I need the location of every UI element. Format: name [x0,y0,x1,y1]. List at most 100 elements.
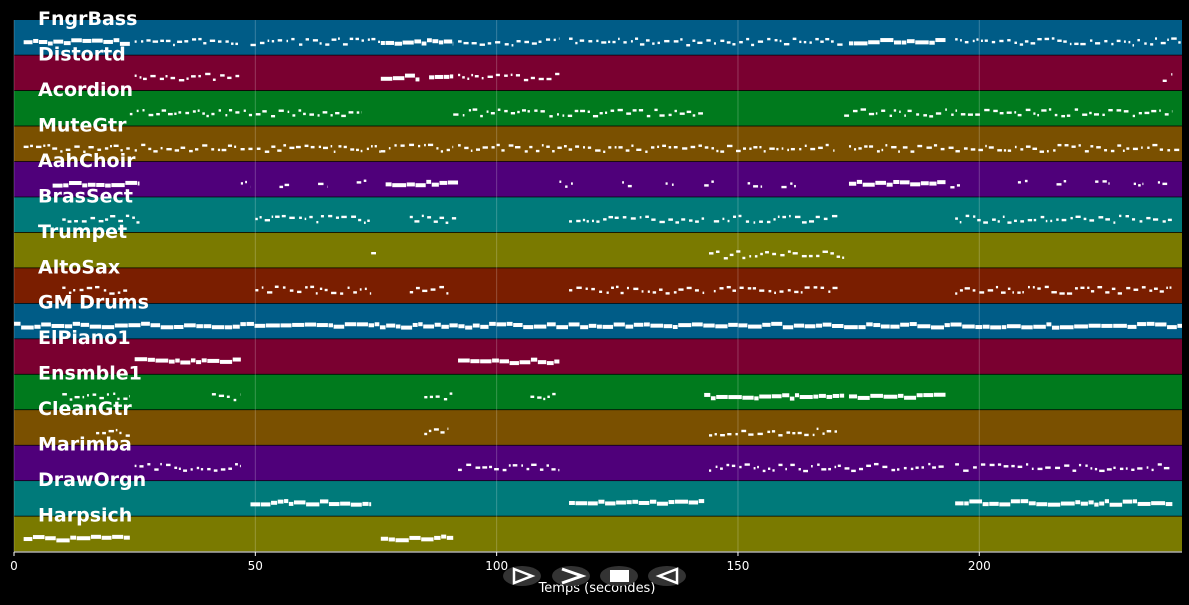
note [820,286,825,289]
note [885,144,888,147]
note [69,398,73,401]
note-segment-aahchoir-4 [356,179,367,184]
note [881,148,884,152]
note [1109,502,1123,507]
note [940,147,945,151]
note [615,285,619,289]
track-label-harpsich: Harpsich [38,505,132,527]
note [898,150,900,153]
note [1113,221,1116,224]
note [414,39,422,44]
note [896,468,900,471]
play-reverse-button[interactable] [503,566,541,586]
note [1083,217,1087,221]
note [221,148,227,152]
note [826,430,832,433]
note [691,322,703,327]
note [412,322,418,327]
note [63,183,69,188]
note [449,392,453,395]
note [938,465,944,468]
note [1059,325,1074,330]
next-button[interactable] [552,566,590,586]
note [812,433,815,437]
note [762,469,766,473]
back-button[interactable] [648,566,686,586]
note [385,40,395,45]
note [565,185,568,188]
note-segment-aahchoir-17 [1133,182,1144,187]
note [668,113,672,117]
note-segment-fngrbass-7 [955,37,1181,47]
note [889,114,893,117]
note [702,291,705,295]
note [225,40,229,43]
note-segment-harpsich-0 [23,534,130,543]
note [115,428,118,432]
note [792,431,796,435]
note-segment-fngrbass-2 [250,37,381,47]
note [622,216,627,219]
note [612,40,616,44]
note [1007,221,1012,224]
note [480,359,492,364]
note-segment-mutegtr-3 [458,143,835,154]
note [475,466,481,469]
note [1033,112,1036,115]
note [662,144,666,148]
note [611,286,614,289]
note [218,109,221,112]
note [309,113,314,116]
note [378,40,381,44]
note-segment-elpiano1-1 [458,357,560,366]
note [70,535,77,540]
note [309,215,313,219]
stop-button[interactable] [600,566,638,586]
note [776,147,779,151]
note [1146,466,1149,469]
lane-cleangtr [14,410,1182,446]
note [825,37,830,41]
note [201,358,207,363]
note [910,150,915,153]
note [427,38,432,43]
note [800,291,803,294]
note-segment-brassect-4 [713,214,838,224]
note [202,144,208,147]
note [198,74,201,78]
note [34,324,41,329]
note [813,394,819,399]
note [426,179,432,184]
note [546,77,552,81]
note [635,37,639,40]
note [14,321,21,326]
note [870,393,883,398]
note [150,74,156,78]
note [467,77,470,80]
note [497,108,501,111]
note [508,464,511,467]
note [304,322,317,327]
note [79,288,84,292]
note [432,39,439,44]
note [1113,323,1127,328]
note [1088,323,1101,328]
note [779,290,784,293]
note [692,114,696,117]
note [546,145,550,148]
note [999,39,1004,43]
note [1094,467,1098,471]
note [538,77,544,81]
note-segment-trumpet-1 [709,250,845,260]
note [402,40,414,45]
note [443,398,448,401]
note [1125,215,1129,218]
note [1097,285,1103,289]
note [1159,290,1164,293]
note [284,499,289,504]
note [192,110,196,113]
note [853,41,868,46]
note [69,181,82,186]
note [580,109,586,113]
note [318,182,324,186]
